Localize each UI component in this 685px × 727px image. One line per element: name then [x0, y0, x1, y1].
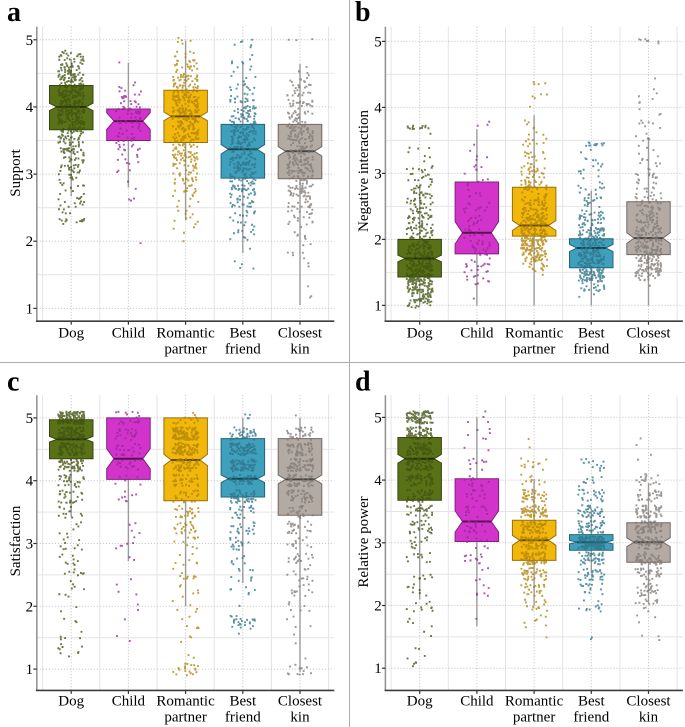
svg-text:Child: Child: [112, 326, 146, 342]
svg-text:2: 2: [26, 599, 34, 615]
svg-text:Romantic: Romantic: [505, 326, 564, 342]
svg-text:kin: kin: [639, 342, 659, 358]
svg-text:Closest: Closest: [278, 694, 323, 710]
svg-text:Relative power: Relative power: [356, 496, 372, 587]
svg-text:2: 2: [26, 234, 34, 250]
svg-text:friend: friend: [573, 342, 609, 358]
svg-text:1: 1: [374, 298, 382, 314]
svg-text:5: 5: [26, 411, 34, 427]
svg-text:5: 5: [374, 34, 382, 50]
svg-text:kin: kin: [639, 710, 659, 726]
svg-text:4: 4: [374, 100, 382, 116]
svg-text:b: b: [355, 0, 371, 28]
svg-text:Satisfaction: Satisfaction: [8, 505, 24, 576]
svg-text:5: 5: [26, 33, 34, 49]
svg-text:partner: partner: [513, 342, 555, 358]
svg-text:5: 5: [374, 410, 382, 426]
svg-text:2: 2: [374, 599, 382, 615]
svg-text:1: 1: [26, 301, 34, 317]
svg-text:kin: kin: [290, 710, 310, 726]
svg-text:3: 3: [374, 166, 382, 182]
svg-text:partner: partner: [164, 710, 206, 726]
svg-text:Child: Child: [112, 694, 146, 710]
svg-text:3: 3: [374, 536, 382, 552]
svg-text:3: 3: [26, 167, 34, 183]
svg-text:Best: Best: [578, 694, 606, 710]
svg-text:Closest: Closest: [626, 326, 671, 342]
svg-text:3: 3: [26, 537, 34, 553]
svg-text:Best: Best: [229, 694, 257, 710]
svg-text:friend: friend: [225, 342, 261, 358]
svg-text:Child: Child: [460, 326, 494, 342]
svg-text:friend: friend: [225, 710, 261, 726]
svg-text:1: 1: [374, 661, 382, 677]
svg-text:Romantic: Romantic: [156, 326, 215, 342]
svg-text:Closest: Closest: [626, 694, 671, 710]
svg-text:a: a: [7, 0, 21, 28]
svg-text:Best: Best: [229, 326, 257, 342]
svg-text:4: 4: [374, 473, 382, 489]
svg-text:Dog: Dog: [407, 326, 433, 342]
svg-text:c: c: [7, 367, 19, 398]
svg-text:Child: Child: [460, 694, 494, 710]
svg-text:kin: kin: [290, 342, 310, 358]
svg-text:Support: Support: [8, 148, 24, 196]
svg-text:1: 1: [26, 662, 34, 678]
svg-text:4: 4: [26, 474, 34, 490]
svg-text:friend: friend: [573, 710, 609, 726]
svg-text:partner: partner: [513, 710, 555, 726]
svg-text:2: 2: [374, 232, 382, 248]
svg-text:Closest: Closest: [278, 326, 323, 342]
svg-text:Dog: Dog: [58, 694, 84, 710]
svg-text:d: d: [355, 367, 371, 398]
svg-text:Negative interaction: Negative interaction: [356, 109, 372, 232]
svg-text:Dog: Dog: [407, 694, 433, 710]
svg-text:Romantic: Romantic: [156, 694, 215, 710]
svg-text:Dog: Dog: [58, 326, 84, 342]
svg-text:4: 4: [26, 100, 34, 116]
svg-text:Romantic: Romantic: [505, 694, 564, 710]
svg-text:Best: Best: [578, 326, 606, 342]
svg-text:partner: partner: [164, 342, 206, 358]
